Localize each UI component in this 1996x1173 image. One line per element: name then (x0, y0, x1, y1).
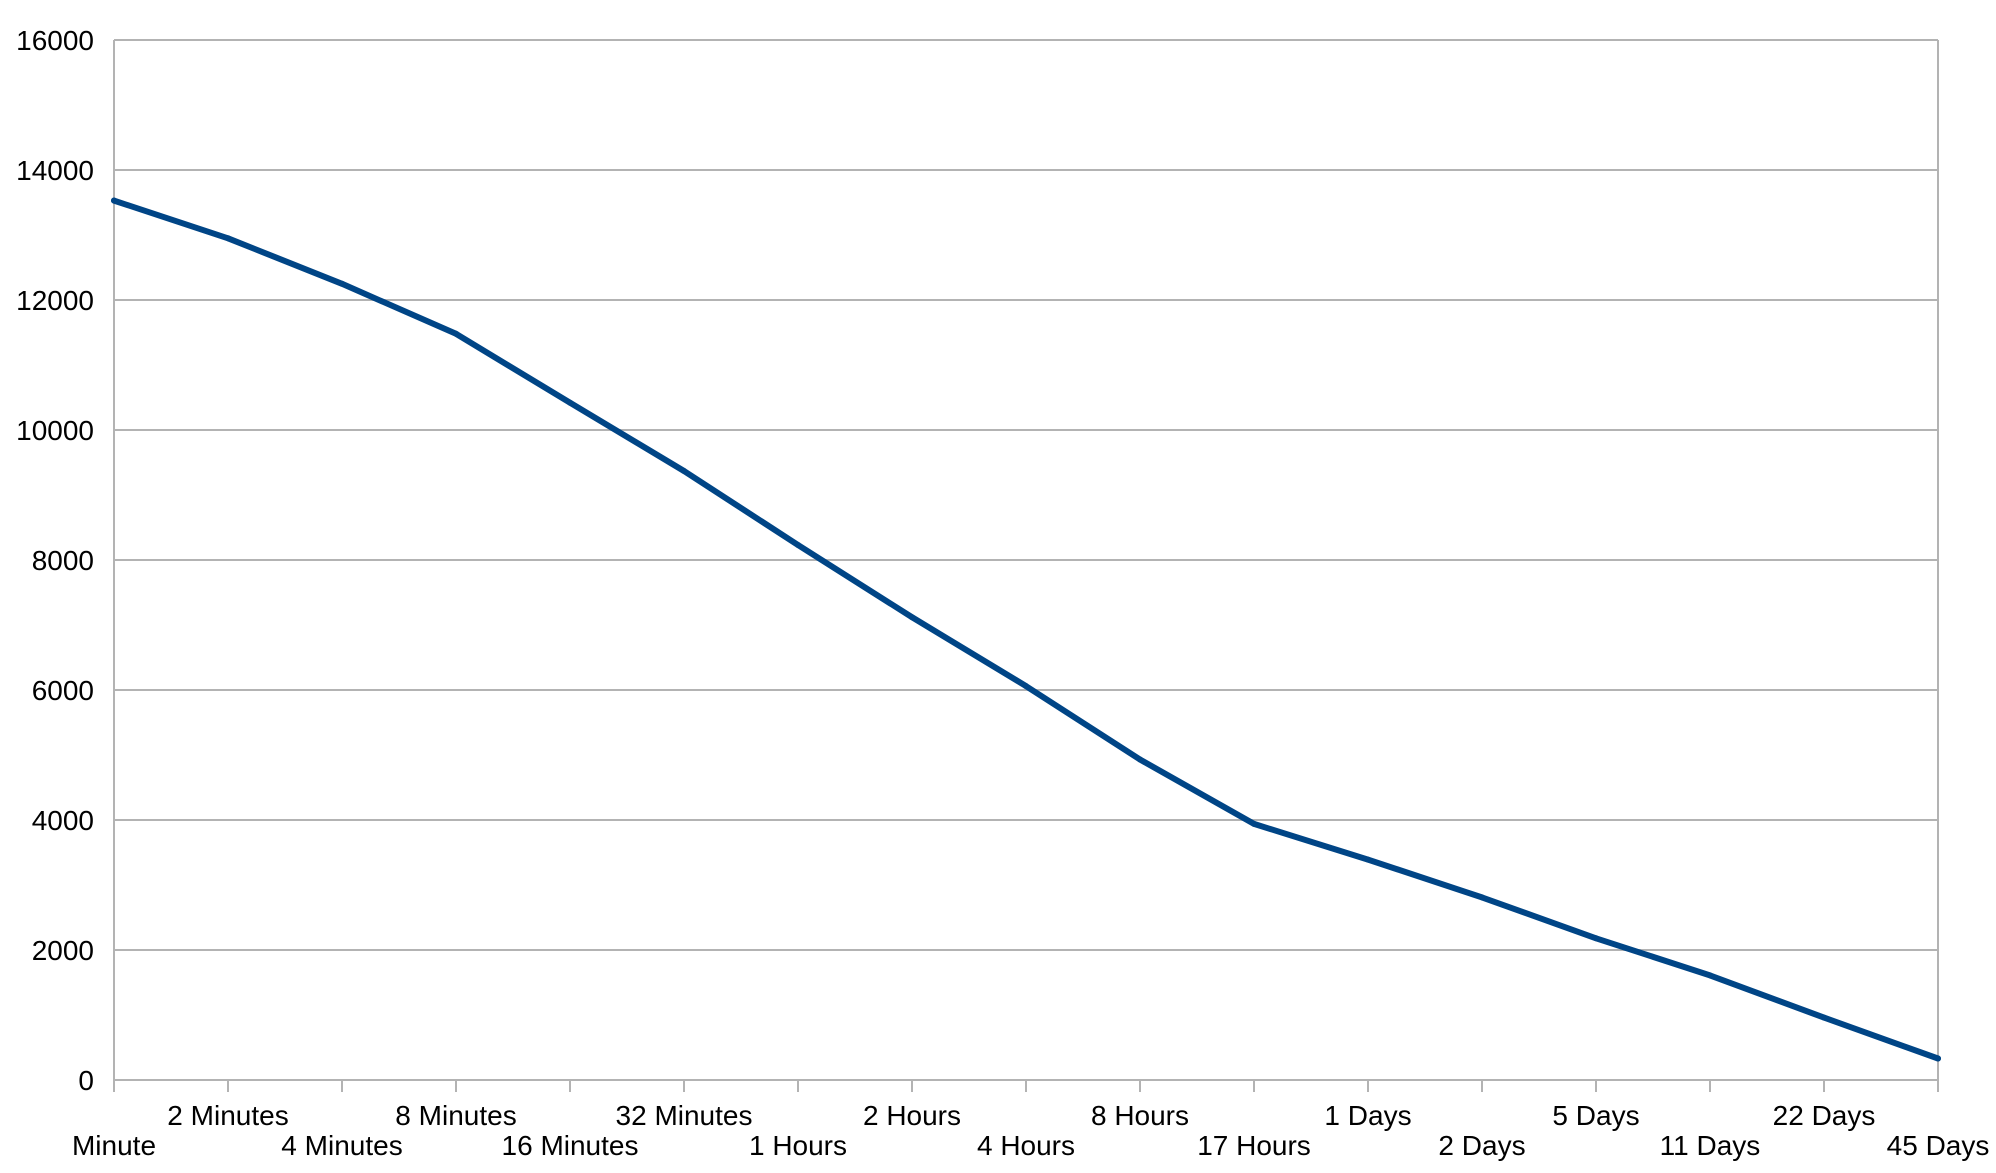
x-tick-label: 1 Days (1324, 1100, 1411, 1131)
x-tick-label: 22 Days (1773, 1100, 1876, 1131)
x-tick-label: 2 Hours (863, 1100, 961, 1131)
x-tick-label: 8 Hours (1091, 1100, 1189, 1131)
y-tick-label: 10000 (16, 415, 94, 446)
y-tick-label: 6000 (32, 675, 94, 706)
gridlines (114, 39, 1938, 951)
y-tick-label: 2000 (32, 935, 94, 966)
series-line (111, 197, 1941, 1062)
y-tick-label: 4000 (32, 805, 94, 836)
data-point (225, 235, 231, 242)
data-point (1023, 683, 1029, 690)
data-point (111, 197, 117, 204)
y-tick-label: 14000 (16, 155, 94, 186)
data-point (1821, 1014, 1827, 1021)
x-tick-label: 2 Minutes (167, 1100, 288, 1131)
data-point (909, 614, 915, 621)
data-point (681, 467, 687, 474)
data-point (1137, 756, 1143, 763)
y-tick-label: 8000 (32, 545, 94, 576)
y-tick-label: 0 (78, 1065, 94, 1096)
data-point (453, 330, 459, 337)
series-lines (111, 197, 1941, 1062)
data-point (567, 399, 573, 406)
x-tick-label: 4 Minutes (281, 1130, 402, 1161)
x-tick-label: 2 Days (1438, 1130, 1525, 1161)
y-tick-labels: 0 2000 4000 6000 8000 10000 12000 14000 16000 (16, 25, 94, 1096)
axes (113, 40, 1939, 1092)
y-tick-label: 12000 (16, 285, 94, 316)
x-tick-label: 45 Days (1887, 1130, 1990, 1161)
x-tick-label: 17 Hours (1197, 1130, 1311, 1161)
data-point (1251, 820, 1257, 827)
x-tick-label: 16 Minutes (502, 1130, 639, 1161)
data-point (1593, 935, 1599, 942)
x-tick-label: 32 Minutes (616, 1100, 753, 1131)
x-tick-label: 1 Hours (749, 1130, 847, 1161)
data-point (339, 280, 345, 287)
data-point (1365, 856, 1371, 863)
data-point (1479, 894, 1485, 901)
data-point (795, 542, 801, 549)
x-tick-label: Minute (72, 1130, 156, 1161)
x-tick-label: 11 Days (1660, 1130, 1761, 1161)
y-tick-label: 16000 (16, 25, 94, 56)
data-point (1935, 1055, 1941, 1062)
data-point (1707, 972, 1713, 979)
x-tick-label: 4 Hours (977, 1130, 1075, 1161)
x-tick-label: 8 Minutes (395, 1100, 516, 1131)
x-tick-label: 5 Days (1552, 1100, 1639, 1131)
